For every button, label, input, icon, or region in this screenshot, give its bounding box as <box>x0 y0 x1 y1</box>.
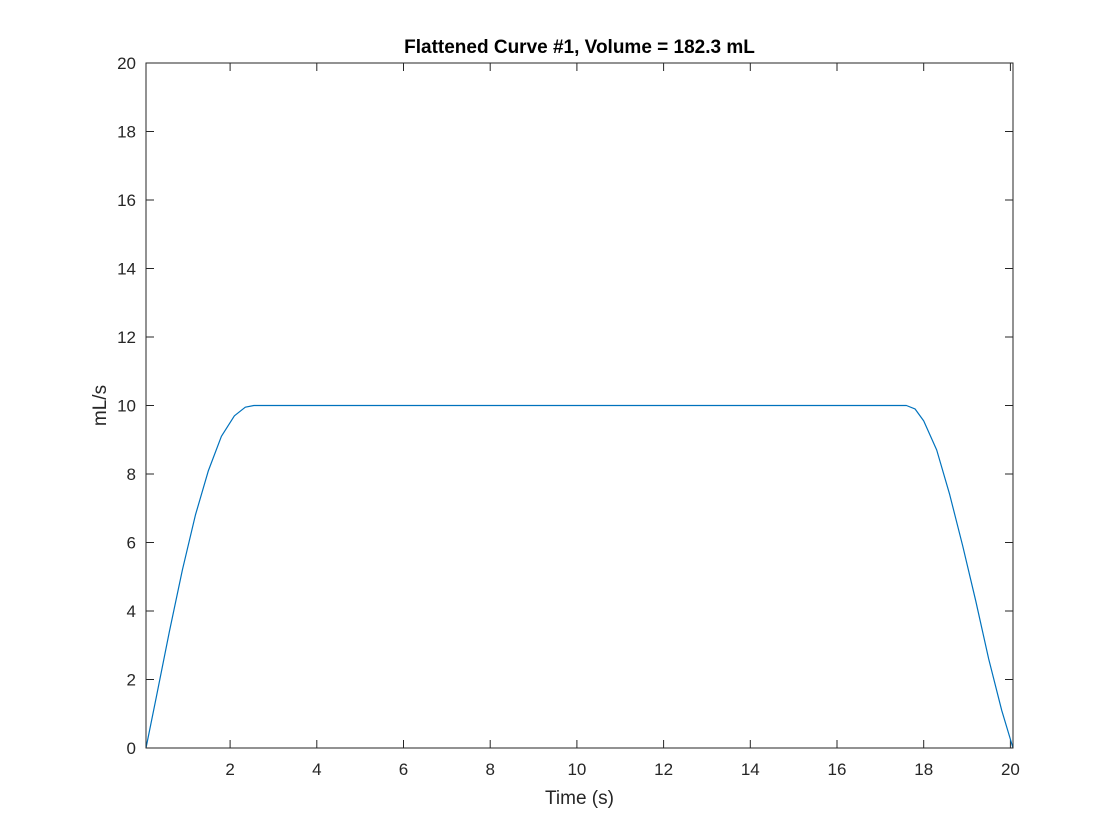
y-axis-label: mL/s <box>90 385 111 426</box>
x-tick-label: 8 <box>485 760 494 779</box>
labels-layer: 2 4 6 8 10 12 14 16 18 20 0 2 4 6 8 10 12 14 16 18 20 <box>117 54 1020 779</box>
x-axis-label: Time (s) <box>545 788 614 809</box>
y-tick-label: 16 <box>117 191 136 210</box>
x-tick-label: 10 <box>567 760 586 779</box>
y-tick-label: 0 <box>127 739 136 758</box>
chart-title: Flattened Curve #1, Volume = 182.3 mL <box>404 37 755 58</box>
series-line <box>145 404 1014 749</box>
y-tick-label: 10 <box>117 397 136 416</box>
axes-box <box>145 62 1014 749</box>
y-tick-label: 6 <box>127 534 136 553</box>
x-tick-label: 18 <box>914 760 933 779</box>
y-tick-label: 14 <box>117 260 136 279</box>
x-tick-label: 16 <box>828 760 847 779</box>
x-tick-label: 12 <box>654 760 673 779</box>
y-tick-label: 20 <box>117 54 136 73</box>
y-tick-label: 2 <box>127 671 136 690</box>
x-tick-label: 14 <box>741 760 760 779</box>
x-tick-label: 2 <box>225 760 234 779</box>
y-tick-label: 8 <box>127 465 136 484</box>
series-layer <box>145 404 1014 749</box>
x-tick-label: 6 <box>399 760 408 779</box>
y-tick-label: 12 <box>117 328 136 347</box>
y-tick-label: 18 <box>117 123 136 142</box>
x-tick-label: 4 <box>312 760 321 779</box>
x-tick-label: 20 <box>1001 760 1020 779</box>
y-tick-label: 4 <box>127 602 136 621</box>
